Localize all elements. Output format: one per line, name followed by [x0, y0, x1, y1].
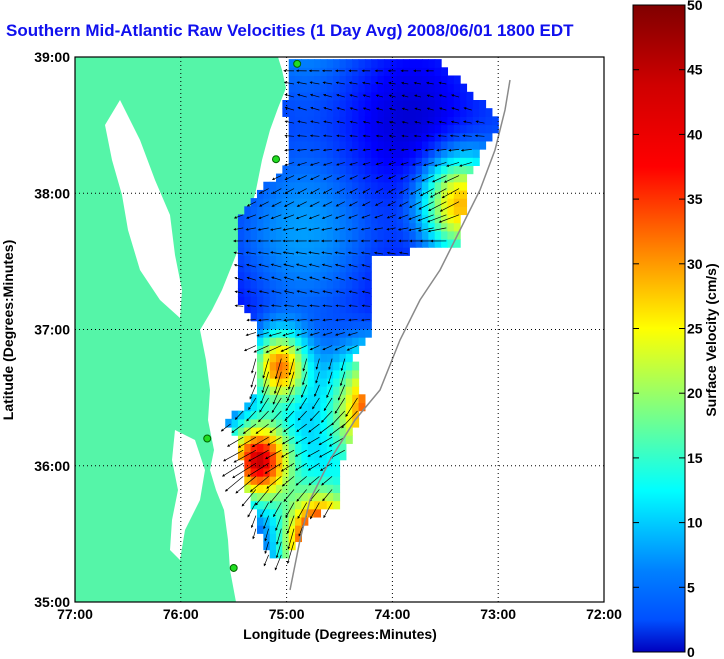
- map-title: Southern Mid-Atlantic Raw Velocities (1 …: [6, 21, 574, 40]
- y-axis-label: Latitude (Degrees:Minutes): [0, 240, 16, 420]
- colorbar-tick-label: 25: [687, 321, 703, 337]
- colorbar-tick-label: 20: [687, 385, 703, 401]
- y-tick-label: 36:00: [34, 458, 70, 474]
- colorbar-tick-label: 40: [687, 126, 703, 142]
- colorbar-tick-label: 10: [687, 515, 703, 531]
- x-tick-label: 76:00: [163, 606, 199, 622]
- colorbar-tick-label: 45: [687, 62, 703, 78]
- colorbar-label: Surface Velocity (cm/s): [703, 263, 719, 416]
- bathymetry-contour: [289, 79, 511, 591]
- colorbar-tick-label: 35: [687, 191, 703, 207]
- colorbar: [632, 4, 686, 653]
- x-tick-label: 75:00: [269, 606, 305, 622]
- velocity-vectors: [220, 69, 485, 571]
- y-tick-label: 38:00: [34, 185, 70, 201]
- x-axis-label: Longitude (Degrees:Minutes): [243, 626, 437, 642]
- colorbar-tick-label: 0: [687, 644, 695, 659]
- colorbar-tick-label: 50: [687, 0, 703, 13]
- y-tick-label: 39:00: [34, 49, 70, 65]
- y-axis-ticks: 39:00 38:00 37:00 36:00 35:00: [34, 49, 70, 610]
- colorbar-tick-label: 30: [687, 256, 703, 272]
- x-tick-label: 72:00: [586, 606, 622, 622]
- y-tick-label: 35:00: [34, 594, 70, 610]
- colorbar-tick-label: 5: [687, 579, 695, 595]
- chesapeake-bay: [105, 100, 182, 318]
- x-tick-label: 77:00: [57, 606, 93, 622]
- radar-station-marker: [229, 563, 238, 572]
- x-tick-label: 74:00: [374, 606, 410, 622]
- y-tick-label: 37:00: [34, 322, 70, 338]
- velocity-field: [225, 59, 499, 559]
- x-axis-ticks: 77:00 76:00 75:00 74:00 73:00 72:00: [57, 606, 622, 622]
- radar-station-marker: [272, 155, 281, 164]
- x-tick-label: 73:00: [480, 606, 516, 622]
- pamlico-sound: [170, 430, 205, 560]
- radar-station-marker: [293, 59, 302, 68]
- map-grid: [75, 57, 604, 602]
- colorbar-tick-label: 15: [687, 450, 703, 466]
- plot-frame: [74, 56, 605, 603]
- radar-stations: [203, 59, 302, 572]
- radar-station-marker: [203, 434, 212, 443]
